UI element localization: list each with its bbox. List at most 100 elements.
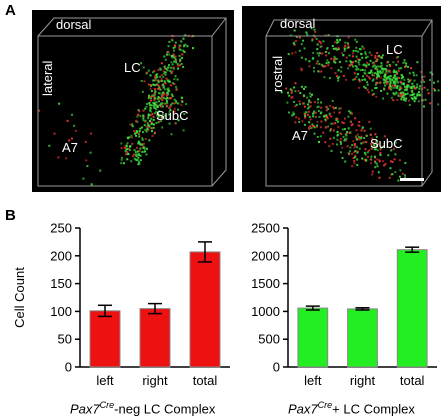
cell-dot [159,75,162,78]
cell-dot [374,67,377,70]
cell-dot [394,82,397,85]
cell-dot [345,60,348,63]
cell-dot [351,52,354,55]
cell-dot [137,142,140,145]
cell-dot [370,162,373,165]
cell-dot [336,75,338,78]
cell-dot [303,47,306,50]
cell-dot [295,103,298,106]
cell-dot [305,31,308,34]
cell-dot [303,113,306,116]
cell-dot [397,70,400,72]
cell-dot [160,62,163,65]
cell-dot [167,45,170,48]
cell-dot [384,76,387,79]
cell-dot [367,155,369,158]
cell-dot [165,77,168,80]
cell-dot [357,58,360,61]
cell-dot [396,85,399,88]
cell-dot [371,79,374,82]
cell-dot [298,36,301,39]
cell-dot [318,40,321,43]
cell-dot [393,158,396,161]
cell-dot [368,51,371,54]
cell-dot [124,150,127,153]
cell-dot [352,49,355,52]
cell-dot [370,133,372,136]
cell-dot [292,41,295,44]
cell-dot [142,114,145,117]
cell-dot [292,111,295,114]
cell-dot [363,137,366,139]
panel-a-label: A [5,2,16,19]
cell-dot [165,67,168,70]
cell-dot [379,70,382,73]
cell-dot [375,145,378,148]
cell-dot [374,56,377,59]
cell-dot [403,58,406,61]
left-label-subc: SubC [156,108,189,123]
cell-dot [168,53,171,56]
cell-dot [371,61,374,64]
cell-dot [168,80,171,83]
cell-dot [338,75,341,78]
cell-dot [130,160,133,163]
cell-dot [385,71,388,74]
cell-dot [357,68,360,71]
cell-dot [38,109,41,112]
cell-dot [171,55,174,58]
cell-dot [400,94,403,97]
cell-dot [397,94,400,97]
cell-dot [159,67,162,70]
cell-dot [304,85,307,88]
cell-dot [407,80,410,83]
cell-dot [154,91,157,94]
cell-dot [406,86,409,88]
cell-dot [165,100,168,103]
cell-dot [172,46,175,49]
cell-dot [142,109,145,112]
cell-dot [346,42,349,45]
cell-dot [419,85,421,88]
cell-dot [138,142,141,145]
cell-dot [355,138,358,141]
cell-dot [293,86,296,89]
cell-dot [161,116,164,119]
cell-dot [307,126,310,129]
cell-dot [164,97,167,100]
cell-dot [300,56,303,59]
cell-dot [424,98,427,101]
cell-dot [361,69,364,71]
cell-dot [316,124,319,127]
cell-dot [395,141,397,144]
cell-dot [174,44,176,47]
cell-dot [308,99,311,102]
cell-dot [311,93,313,96]
cell-dot [337,126,340,129]
cell-dot [308,127,311,130]
y-tick-label: 1500 [251,276,280,291]
cell-dot [360,142,363,145]
right-micrograph: dorsal rostral LC SubC A7 [242,6,441,192]
cell-dot [74,129,77,132]
cell-dot [361,45,364,48]
cell-dot [420,70,423,73]
cell-dot [319,126,322,129]
cell-dot [169,97,172,100]
cell-dot [395,56,398,59]
cell-dot [339,107,342,110]
cell-dot [170,93,173,96]
cell-dot [385,77,388,80]
cell-dot [156,114,159,117]
cell-dot [135,130,138,132]
cell-dot [154,89,157,92]
cell-dot [128,149,131,151]
cell-dot [328,52,330,55]
cell-dot [340,66,343,69]
cell-dot [291,114,294,117]
cell-dot [141,138,144,141]
cell-dot [146,128,149,130]
cell-dot [379,81,382,84]
cell-dot [136,131,138,134]
cell-dot [354,144,357,147]
